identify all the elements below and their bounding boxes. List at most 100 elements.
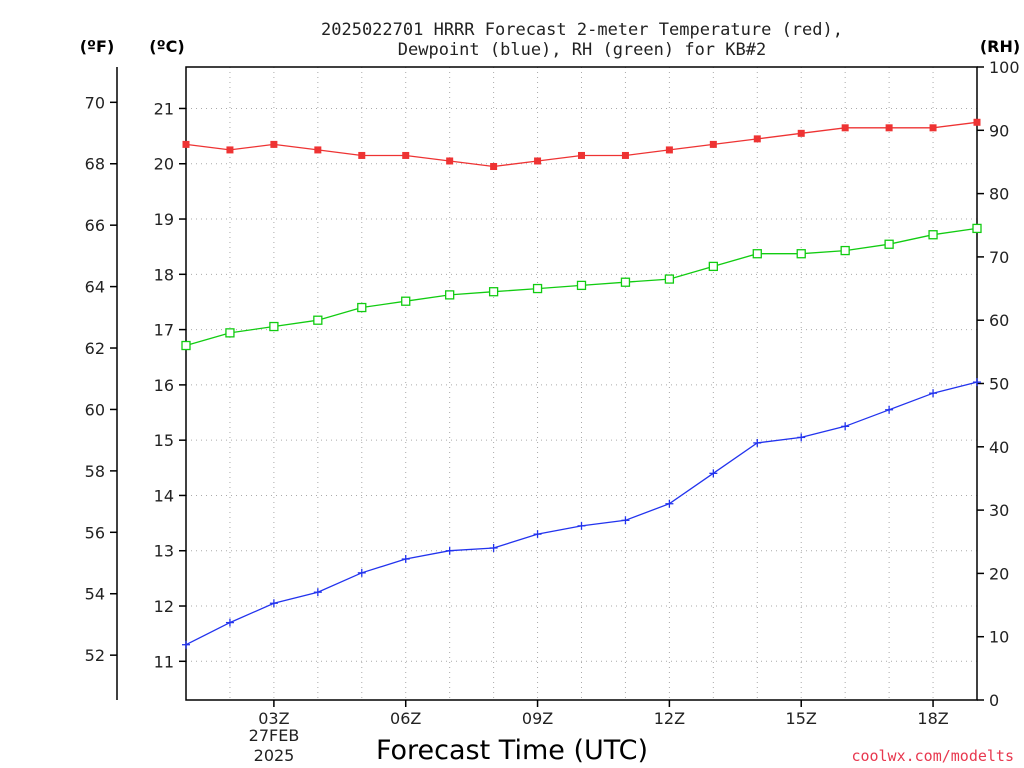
dewpoint-point	[973, 378, 981, 387]
fahrenheit-tick-label: 58	[85, 462, 105, 481]
temperature-point	[665, 146, 673, 154]
celsius-tick-label: 19	[154, 210, 174, 229]
rh-tick-label: 90	[989, 121, 1009, 140]
date-label-year: 2025	[254, 746, 295, 765]
dewpoint-point	[313, 588, 322, 597]
dewpoint-point	[489, 543, 498, 552]
x-tick-label: 03Z	[258, 709, 289, 728]
rh-tick-label: 70	[989, 248, 1009, 267]
x-tick-label: 15Z	[786, 709, 817, 728]
dewpoint-point	[225, 618, 234, 627]
x-tick-label: 12Z	[654, 709, 685, 728]
dewpoint-point	[929, 389, 938, 398]
dewpoint-point	[885, 405, 894, 414]
rh-tick-label: 60	[989, 311, 1009, 330]
fahrenheit-tick-label: 66	[85, 216, 105, 235]
temperature-point	[358, 151, 366, 159]
dewpoint-point	[401, 555, 410, 564]
celsius-tick-label: 13	[154, 542, 174, 561]
rh-tick-label: 100	[989, 58, 1020, 77]
dewpoint-point	[797, 433, 806, 442]
temperature-point	[885, 124, 893, 132]
temperature-point	[402, 151, 410, 159]
dewpoint-line	[185, 381, 978, 646]
rh-tick-label: 50	[989, 375, 1009, 394]
fahrenheit-tick-label: 62	[85, 339, 105, 358]
celsius-tick-label: 12	[154, 597, 174, 616]
temperature-point	[709, 140, 717, 148]
temperature-point	[490, 163, 498, 171]
rh-point	[884, 239, 894, 249]
rh-point	[752, 249, 762, 259]
dewpoint-point	[753, 438, 762, 447]
dewpoint-point	[621, 516, 630, 525]
source-credit: coolwx.com/modelts	[851, 747, 1014, 765]
celsius-tick-label: 15	[154, 431, 174, 450]
dewpoint-point	[182, 640, 190, 649]
temperature-point	[797, 129, 805, 137]
plot-frame	[185, 66, 978, 701]
rh-point	[269, 321, 279, 332]
fahrenheit-tick-label: 70	[85, 93, 105, 112]
temperature-point	[270, 140, 278, 148]
fahrenheit-tick-label: 60	[85, 400, 105, 419]
rh-point	[445, 290, 455, 300]
rh-point	[357, 302, 367, 313]
fahrenheit-tick-label: 64	[85, 278, 105, 297]
rh-point	[401, 296, 411, 306]
dewpoint-point	[577, 521, 586, 530]
rh-unit-label: (RH)	[980, 37, 1020, 56]
rh-point	[928, 230, 938, 240]
celsius-unit-label: (ºC)	[149, 37, 184, 56]
fahrenheit-unit-label: (ºF)	[80, 37, 115, 56]
rh-tick-label: 20	[989, 564, 1009, 583]
rh-point	[225, 328, 235, 338]
celsius-tick-label: 14	[154, 486, 174, 505]
temperature-point	[578, 151, 585, 159]
rh-point	[488, 287, 499, 297]
axes: 11 12 13 14 15 16 17 18 19 20 21 52 54 56 58 60 62 64 66 68…	[85, 58, 1020, 728]
rh-point	[620, 277, 631, 287]
x-tick-label: 09Z	[522, 709, 553, 728]
temperature-point	[753, 135, 761, 143]
fahrenheit-tick-label: 68	[85, 155, 105, 174]
dewpoint-point	[445, 546, 454, 555]
date-label-month: 27FEB	[249, 726, 300, 745]
rh-tick-label: 80	[989, 185, 1009, 204]
rh-point	[664, 274, 675, 284]
chart-title-line1: 2025022701 HRRR Forecast 2-meter Tempera…	[321, 20, 843, 40]
temperature-point	[226, 146, 234, 154]
rh-point	[532, 283, 543, 294]
dewpoint-point	[269, 599, 278, 608]
celsius-tick-label: 16	[154, 376, 174, 395]
rh-tick-label: 10	[989, 628, 1009, 647]
temperature-point	[446, 157, 454, 165]
temperature-point	[534, 157, 542, 165]
rh-tick-label: 0	[989, 691, 999, 710]
fahrenheit-tick-label: 56	[85, 523, 105, 542]
series-lines	[181, 118, 982, 649]
dewpoint-point	[709, 469, 718, 478]
rh-point	[708, 261, 718, 272]
celsius-tick-label: 17	[154, 321, 174, 340]
rh-point	[576, 280, 587, 291]
dewpoint-point	[665, 499, 674, 508]
celsius-tick-label: 20	[154, 155, 174, 174]
rh-point	[313, 315, 323, 325]
rh-tick-label: 30	[989, 501, 1009, 520]
temperature-point	[973, 118, 981, 126]
x-tick-label: 06Z	[390, 709, 421, 728]
fahrenheit-tick-label: 52	[85, 646, 105, 665]
fahrenheit-tick-label: 54	[85, 585, 105, 604]
celsius-tick-label: 18	[154, 265, 174, 284]
temperature-line	[185, 121, 978, 168]
rh-point	[840, 245, 850, 256]
temperature-point	[841, 124, 849, 132]
dewpoint-point	[841, 422, 850, 431]
temperature-point	[182, 140, 190, 148]
dewpoint-point	[357, 568, 366, 577]
celsius-tick-label: 21	[154, 99, 174, 118]
x-axis-title: Forecast Time (UTC)	[376, 735, 648, 766]
x-tick-label: 18Z	[917, 709, 948, 728]
